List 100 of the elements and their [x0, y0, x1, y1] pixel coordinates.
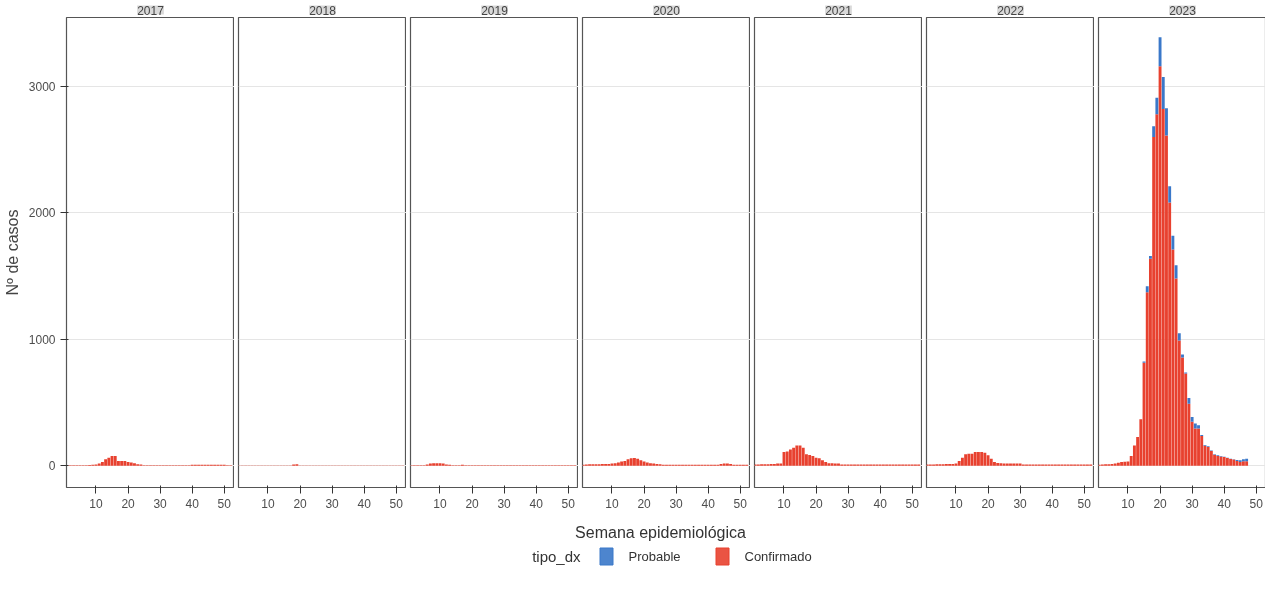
x-tick-label: 30 [325, 496, 340, 511]
bar [642, 461, 646, 466]
chart-title: 2020 [653, 3, 681, 18]
x-tick-label: 10 [261, 496, 275, 511]
x-tick-label: 30 [153, 496, 168, 511]
bar [616, 462, 620, 466]
bar [1245, 461, 1249, 466]
bar [639, 460, 643, 466]
bar [811, 456, 815, 466]
x-tick-label: 40 [185, 496, 200, 511]
bar [1168, 186, 1172, 203]
bar [808, 454, 812, 466]
bar [1241, 461, 1245, 466]
x-tick-label: 30 [497, 496, 512, 511]
x-tick-label: 40 [1045, 496, 1060, 511]
x-tick-label: 50 [561, 496, 576, 511]
bar [983, 452, 987, 466]
bar [980, 452, 984, 466]
bar [1197, 428, 1200, 466]
chart-title: 2022 [997, 3, 1025, 18]
bar [1197, 425, 1200, 429]
y-tick-label: 3000 [28, 79, 56, 94]
bar [1222, 457, 1226, 466]
chart-title: 2023 [1169, 3, 1197, 18]
text: Semana epidemiológica [575, 524, 746, 541]
x-tick-label: 50 [733, 496, 748, 511]
legend-label: Confirmado [744, 549, 812, 564]
x-tick-label: 20 [465, 496, 480, 511]
chart-title: 2017 [137, 3, 165, 18]
bar [1158, 37, 1162, 67]
bar [1152, 126, 1156, 138]
y-tick-label: 1000 [28, 332, 56, 347]
bar [827, 463, 831, 466]
bar [814, 457, 818, 466]
x-tick-label: 50 [905, 496, 920, 511]
x-tick-label: 50 [1249, 496, 1264, 511]
bar [1187, 397, 1191, 404]
bar [129, 462, 133, 466]
x-tick-label: 10 [1121, 496, 1135, 511]
bar [964, 454, 968, 466]
x-tick-label: 20 [1153, 496, 1168, 511]
bar [649, 463, 652, 466]
bar [1145, 286, 1149, 293]
x-tick-label: 30 [1185, 496, 1200, 511]
chart-title: 2018 [309, 3, 337, 18]
y-axis-title: Nº de casos [3, 209, 21, 296]
x-tick-label: 40 [1217, 496, 1232, 511]
x-tick-label: 20 [637, 496, 652, 511]
bar [126, 461, 130, 466]
x-tick-label: 10 [605, 496, 619, 511]
x-tick-label: 20 [293, 496, 308, 511]
x-tick-label: 10 [777, 496, 791, 511]
x-tick-label: 10 [433, 496, 447, 511]
x-tick-label: 40 [529, 496, 544, 511]
bar [1209, 450, 1213, 466]
x-tick-label: 50 [217, 496, 232, 511]
x-tick-label: 40 [701, 496, 716, 511]
bar [792, 447, 796, 466]
bar [633, 458, 636, 466]
legend-label: Probable [628, 549, 681, 564]
bar [120, 460, 124, 466]
bar [788, 449, 792, 466]
legend-title: tipo_dx [532, 548, 581, 565]
bar [133, 463, 136, 466]
bar [996, 462, 1000, 466]
chart-title: 2019 [481, 3, 509, 18]
x-tick-label: 10 [949, 496, 963, 511]
bar [993, 461, 996, 466]
y-tick-label: 0 [48, 459, 56, 474]
bar [977, 452, 980, 466]
x-tick-label: 40 [357, 496, 372, 511]
bar [620, 461, 624, 466]
x-tick-label: 30 [669, 496, 684, 511]
bar [989, 458, 993, 466]
bar [1174, 265, 1178, 279]
bar [1216, 456, 1220, 466]
bar [960, 457, 964, 466]
x-tick-label: 10 [89, 496, 103, 511]
bar [645, 462, 649, 466]
x-tick-label: 30 [841, 496, 856, 511]
chart-title: 2021 [825, 3, 853, 18]
bar [1171, 235, 1175, 250]
bar [123, 460, 127, 466]
bar [104, 459, 108, 466]
bar [821, 460, 824, 466]
bar [1155, 97, 1159, 115]
bar [1120, 462, 1124, 466]
bar [1229, 458, 1233, 466]
bar [1225, 458, 1229, 466]
x-tick-label: 40 [873, 496, 888, 511]
x-tick-label: 20 [121, 496, 136, 511]
y-tick-label: 2000 [28, 206, 56, 221]
bar [1190, 416, 1194, 422]
bar [824, 461, 828, 466]
bar [986, 455, 990, 466]
x-tick-label: 50 [1077, 496, 1092, 511]
x-tick-label: 50 [389, 496, 404, 511]
bar [1213, 454, 1216, 466]
bar [1177, 333, 1181, 341]
bar [636, 458, 640, 466]
